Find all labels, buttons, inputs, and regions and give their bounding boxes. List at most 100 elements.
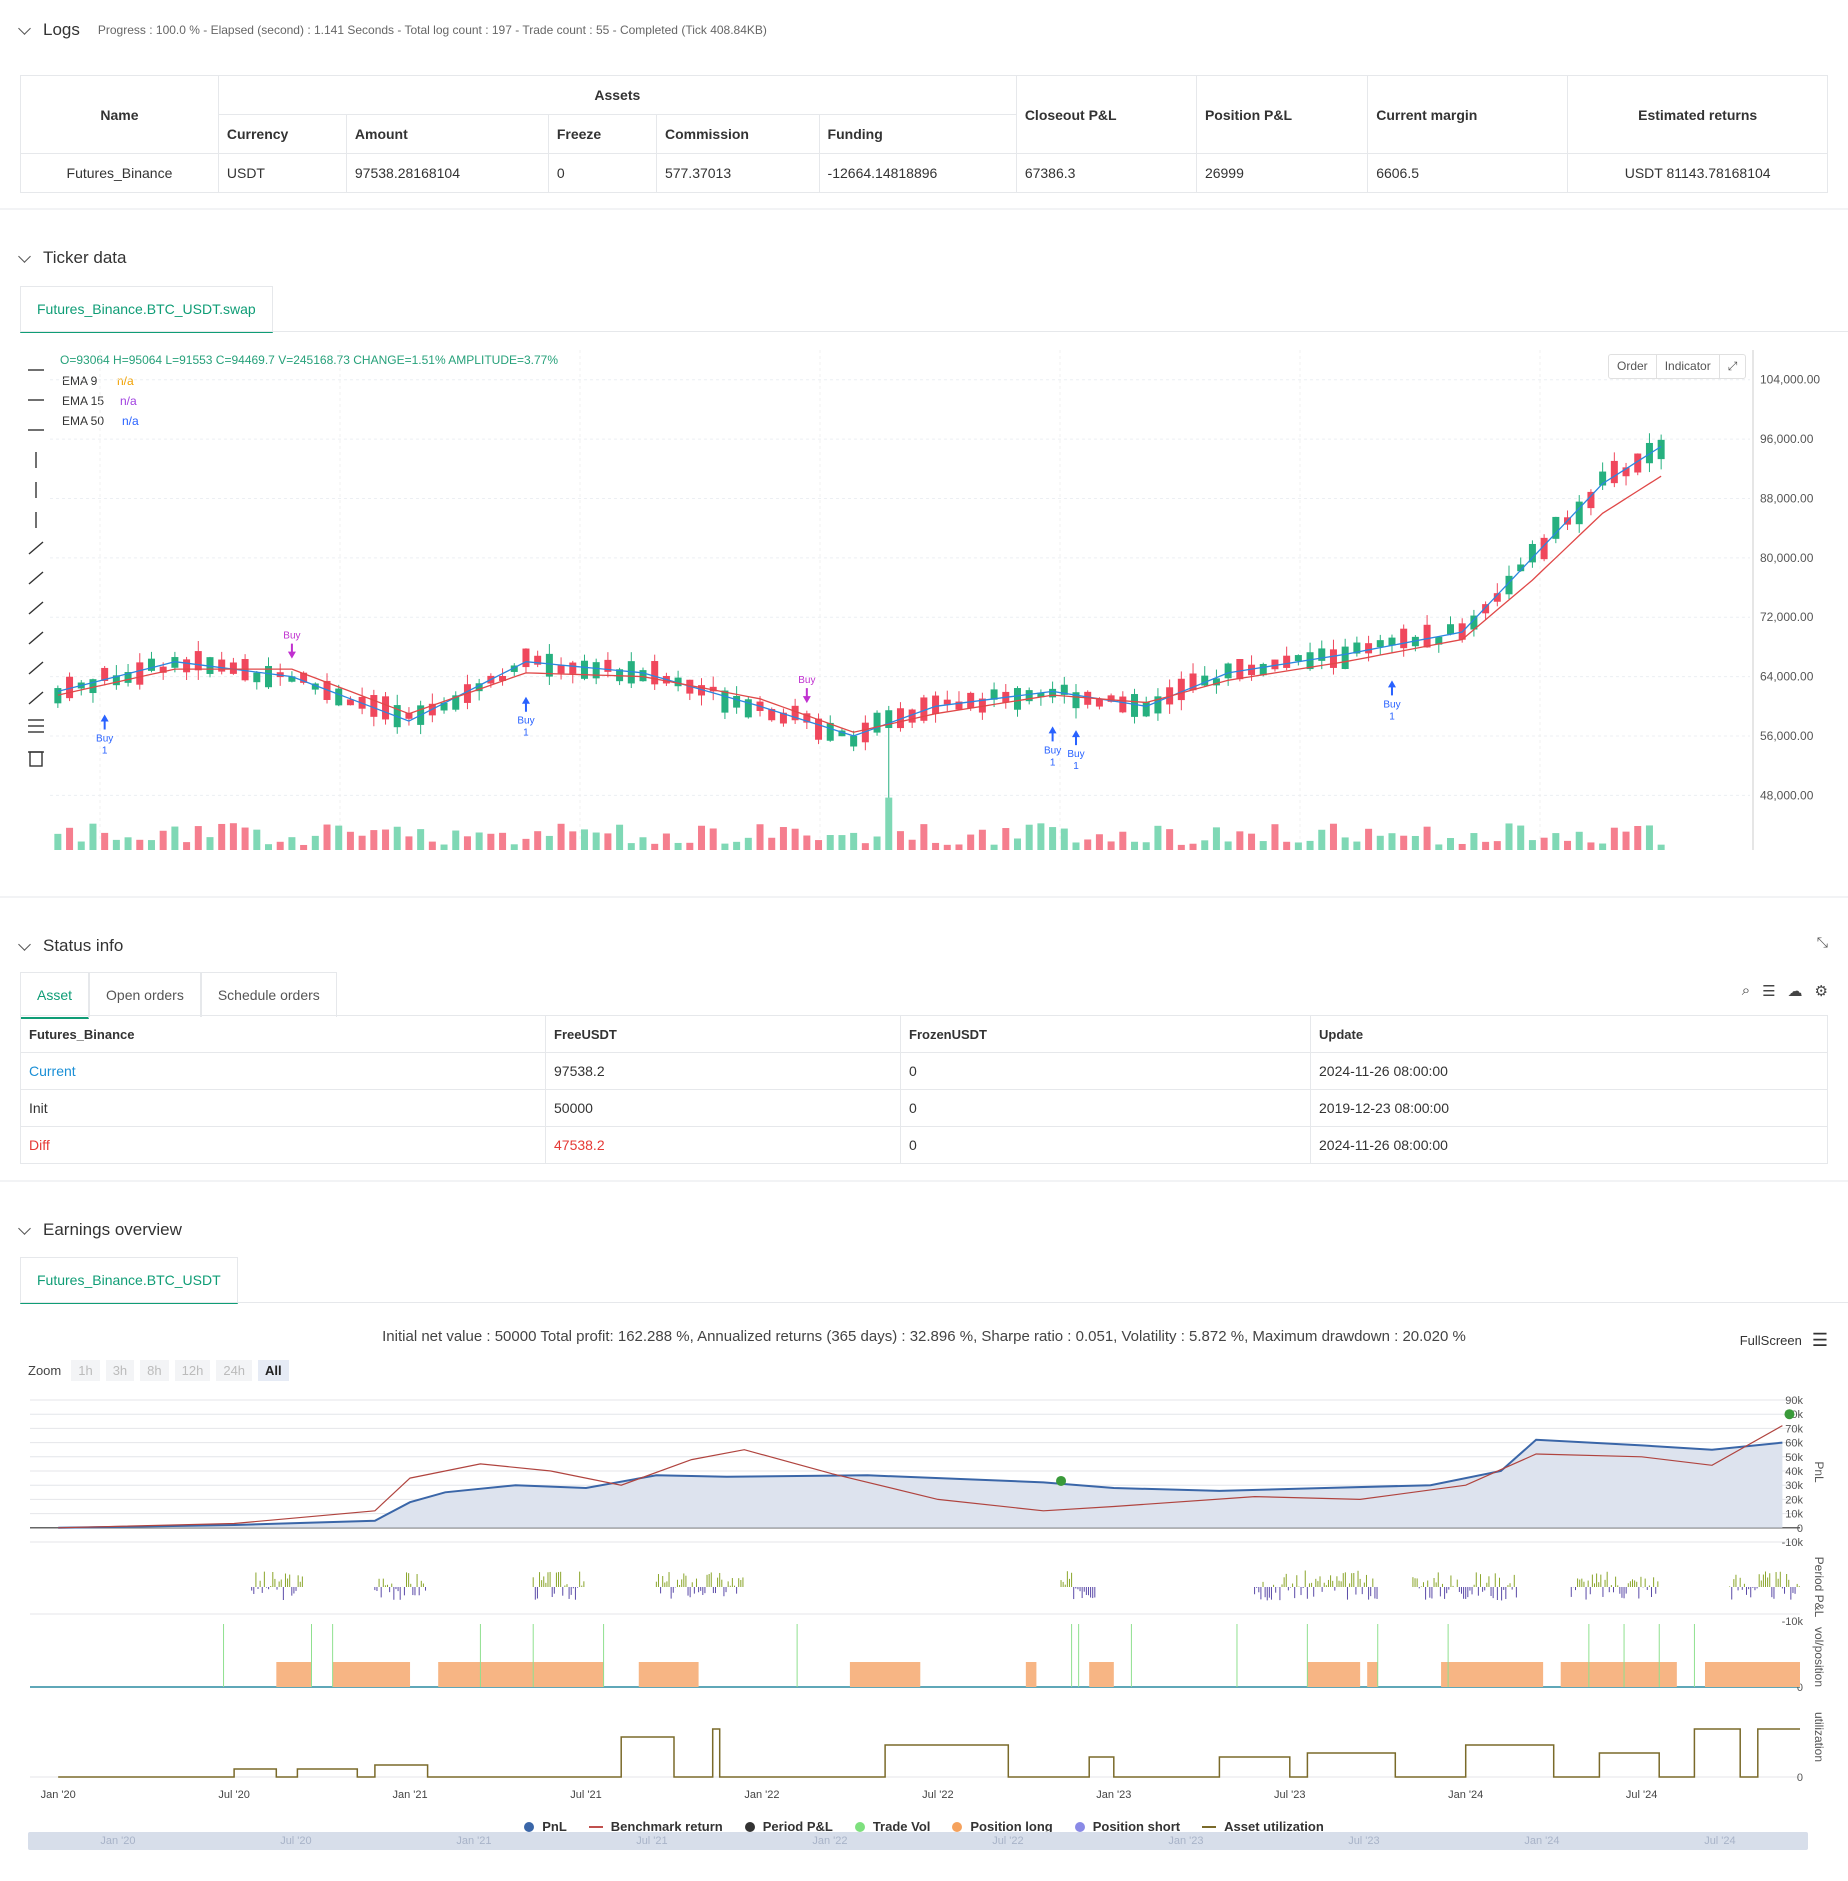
tab-asset[interactable]: Asset bbox=[20, 972, 90, 1019]
zoom-24h-button[interactable]: 24h bbox=[216, 1360, 253, 1381]
volume-bar bbox=[908, 839, 916, 850]
cell-freeze: 0 bbox=[547, 153, 657, 193]
candle bbox=[1423, 624, 1431, 648]
candle bbox=[346, 699, 354, 706]
gear-icon[interactable]: ⚙ bbox=[1814, 983, 1828, 1000]
buy-label: Buy bbox=[1067, 749, 1084, 760]
logs-header[interactable]: Logs Progress : 100.0 % - Elapsed (secon… bbox=[18, 20, 767, 40]
volume-bar bbox=[300, 844, 308, 850]
order-button[interactable]: Order bbox=[1609, 355, 1657, 378]
zoom-all-button[interactable]: All bbox=[258, 1360, 289, 1381]
position-long-bar bbox=[849, 1662, 921, 1687]
legend-item[interactable]: PnL bbox=[524, 1819, 567, 1834]
zoom-1h-button[interactable]: 1h bbox=[71, 1360, 100, 1381]
earnings-header[interactable]: Earnings overview bbox=[18, 1220, 182, 1240]
volume-bar bbox=[1517, 825, 1525, 850]
candle bbox=[1154, 696, 1162, 714]
legend-item[interactable]: Benchmark return bbox=[588, 1819, 723, 1834]
candle bbox=[382, 696, 390, 720]
position-long-bar bbox=[438, 1662, 604, 1687]
candle bbox=[522, 648, 530, 668]
candle bbox=[300, 672, 308, 683]
navigator-tick: Jul '22 bbox=[992, 1835, 1024, 1847]
legend-item[interactable]: Position short bbox=[1074, 1819, 1180, 1834]
volume-bar bbox=[873, 836, 881, 850]
marker-label: Buy bbox=[798, 675, 815, 686]
volume-bar bbox=[955, 844, 963, 850]
zoom-3h-button[interactable]: 3h bbox=[105, 1360, 135, 1381]
volume-bar bbox=[1411, 835, 1419, 850]
collapse-panel-icon[interactable]: ⤡ bbox=[1816, 934, 1828, 950]
volume-bar bbox=[194, 826, 202, 850]
y-tick-label: -10k bbox=[1782, 1537, 1804, 1549]
tab-ticker-symbol[interactable]: Futures_Binance.BTC_USDT.swap bbox=[20, 286, 273, 333]
candle bbox=[1189, 673, 1197, 691]
collapse-chevron-icon[interactable] bbox=[18, 249, 31, 263]
candle bbox=[1306, 652, 1314, 670]
candle bbox=[1224, 663, 1232, 679]
legend-dot-icon bbox=[1074, 1821, 1085, 1832]
marker-arrow-icon bbox=[287, 643, 296, 659]
zoom-8h-button[interactable]: 8h bbox=[140, 1360, 169, 1381]
volume-bar bbox=[101, 832, 109, 850]
legend-item[interactable]: Asset utilization bbox=[1202, 1819, 1324, 1834]
collapse-chevron-icon[interactable] bbox=[18, 937, 31, 951]
position-long-bar bbox=[1307, 1662, 1361, 1687]
volume-bar bbox=[335, 825, 343, 850]
candle bbox=[1259, 663, 1267, 676]
candle bbox=[1634, 453, 1642, 473]
volume-bar bbox=[323, 824, 331, 850]
navigator-tick: Jan '20 bbox=[100, 1835, 136, 1847]
candle bbox=[1201, 675, 1209, 686]
legend-item[interactable]: Trade Vol bbox=[854, 1819, 930, 1834]
legend-item[interactable]: Position long bbox=[952, 1819, 1053, 1834]
tab-open-orders[interactable]: Open orders bbox=[89, 972, 201, 1017]
candle bbox=[1575, 501, 1583, 525]
zoom-12h-button[interactable]: 12h bbox=[174, 1360, 211, 1381]
range-navigator[interactable]: Jan '20 Jul '20 Jan '21 Jul '21 Jan '22 Jul '… bbox=[28, 1832, 1808, 1850]
volume-bar bbox=[1189, 843, 1197, 850]
collapse-chevron-icon[interactable] bbox=[18, 21, 31, 35]
col-margin: Current margin bbox=[1367, 75, 1569, 154]
search-icon[interactable]: ⌕ bbox=[1741, 982, 1751, 999]
performance-summary: Initial net value : 50000 Total profit: … bbox=[382, 1328, 1466, 1345]
buy-label: Buy bbox=[1383, 699, 1400, 710]
col-exchange: Futures_Binance bbox=[20, 1015, 546, 1053]
drawing-tools-icon[interactable] bbox=[24, 352, 48, 782]
tab-schedule-orders[interactable]: Schedule orders bbox=[200, 972, 337, 1017]
collapse-chevron-icon[interactable] bbox=[18, 1221, 31, 1235]
volume-bar bbox=[265, 844, 273, 850]
cloud-download-icon[interactable]: ☁ bbox=[1787, 983, 1803, 1000]
col-amount: Amount bbox=[345, 114, 549, 154]
candle bbox=[499, 675, 507, 681]
legend-dot-icon bbox=[952, 1821, 963, 1832]
earnings-chart[interactable]: 90k80k70k60k50k40k30k20k10k0-10k-10k00Pn… bbox=[0, 1392, 1848, 1812]
candle bbox=[1142, 701, 1150, 717]
candlestick-chart[interactable]: 104,000.00 96,000.00 88,000.00 80,000.00 72,… bbox=[50, 350, 1840, 850]
indicator-button[interactable]: Indicator bbox=[1657, 355, 1720, 378]
volume-bar bbox=[721, 843, 729, 850]
volume-bar bbox=[1482, 841, 1490, 850]
status-header[interactable]: Status info bbox=[18, 936, 123, 956]
candle bbox=[1540, 537, 1548, 560]
candle bbox=[955, 701, 963, 710]
candle bbox=[1341, 646, 1349, 670]
menu-icon[interactable]: ☰ bbox=[1811, 1330, 1828, 1350]
volume-bar bbox=[1610, 827, 1618, 850]
candle bbox=[873, 712, 881, 733]
legend-item[interactable]: Period P&L bbox=[744, 1819, 833, 1834]
expand-icon[interactable]: ⤢ bbox=[1727, 359, 1738, 373]
volume-bar bbox=[1166, 829, 1174, 850]
x-tick-label: Jan '23 bbox=[1096, 1789, 1131, 1801]
tab-earnings-symbol[interactable]: Futures_Binance.BTC_USDT bbox=[20, 1257, 238, 1304]
candle bbox=[826, 722, 834, 741]
volume-bar bbox=[1353, 841, 1361, 850]
x-tick-label: Jan '21 bbox=[392, 1789, 427, 1801]
x-tick-label: Jul '23 bbox=[1274, 1789, 1305, 1801]
fullscreen-button[interactable]: FullScreen bbox=[1739, 1333, 1802, 1348]
list-icon[interactable]: ☰ bbox=[1762, 983, 1776, 1000]
volume-bar bbox=[171, 826, 179, 850]
volume-bar bbox=[136, 839, 144, 850]
navigator-tick: Jul '24 bbox=[1704, 1835, 1736, 1847]
ticker-header[interactable]: Ticker data bbox=[18, 248, 126, 268]
